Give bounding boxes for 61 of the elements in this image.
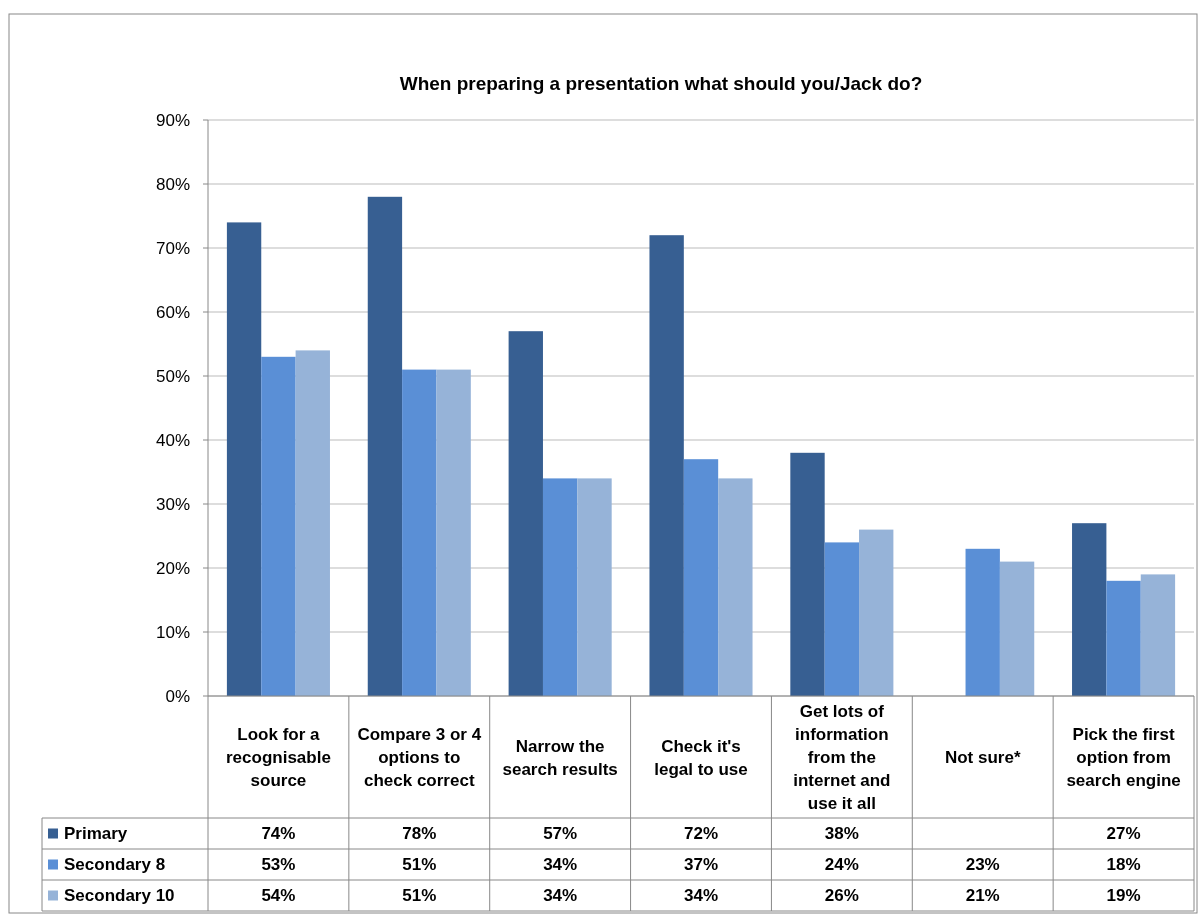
y-tick-label: 40% (155, 430, 190, 450)
bar (999, 561, 1035, 696)
data-label: 19% (1106, 886, 1141, 906)
data-label: 37% (683, 855, 719, 875)
data-label: 34% (543, 886, 578, 906)
bar (1140, 574, 1176, 696)
x-tick-label: Get lots of information from the internet and use it all (793, 702, 891, 813)
bar (577, 478, 612, 696)
data-label: 34% (543, 855, 578, 875)
data-label: 53% (261, 855, 296, 875)
legend-label: Primary (64, 824, 128, 844)
x-tick-label: Not sure* (944, 748, 1021, 767)
bar (1072, 523, 1107, 696)
data-label: 24% (824, 855, 859, 875)
data-label: 78% (402, 824, 437, 844)
data-label: 26% (824, 886, 859, 906)
data-label: 72% (683, 824, 719, 844)
y-tick-label: 30% (155, 494, 190, 514)
data-label: 23% (965, 855, 1000, 875)
bar (226, 222, 262, 696)
y-tick-label: 10% (155, 622, 190, 642)
bar (402, 369, 437, 696)
bar (508, 331, 543, 696)
data-label: 51% (402, 886, 437, 906)
y-tick-label: 80% (155, 174, 190, 194)
data-label: 18% (1106, 855, 1141, 875)
x-tick-label: Look for a recognisable source (225, 725, 331, 790)
data-label: 21% (965, 886, 1000, 906)
y-tick-label: 60% (155, 302, 190, 322)
bar (718, 478, 753, 696)
data-label: 51% (402, 855, 437, 875)
data-label: 38% (824, 824, 859, 844)
y-tick-label: 0% (165, 686, 190, 706)
x-tick-label: Narrow the search results (502, 736, 618, 779)
bar (824, 542, 860, 696)
bar (683, 459, 719, 696)
bar (965, 548, 1000, 696)
bar (1106, 580, 1141, 696)
bar (367, 196, 403, 696)
bar (261, 356, 296, 696)
bar (542, 478, 578, 696)
y-tick-label: 70% (155, 238, 190, 258)
y-tick-label: 20% (155, 558, 190, 578)
x-tick-label: Check it's legal to use (654, 736, 748, 779)
y-tick-label: 50% (155, 366, 190, 386)
bar (295, 350, 330, 696)
x-tick-label: Pick the first option from search engine (1066, 725, 1181, 790)
data-label: 34% (683, 886, 719, 906)
data-label: 27% (1106, 824, 1141, 844)
legend-label: Secondary 8 (64, 855, 166, 875)
y-tick-label: 90% (155, 110, 190, 130)
x-tick-label: Compare 3 or 4 options to check correct (357, 725, 482, 790)
data-label: 54% (261, 886, 296, 906)
bar (859, 529, 894, 696)
bar (436, 369, 471, 696)
bar (649, 235, 684, 696)
chart-title: When preparing a presentation what should you/Jack do? (399, 73, 923, 94)
bar (790, 452, 825, 696)
legend-label: Secondary 10 (64, 886, 175, 906)
data-label: 57% (543, 824, 578, 844)
data-label: 74% (261, 824, 296, 844)
